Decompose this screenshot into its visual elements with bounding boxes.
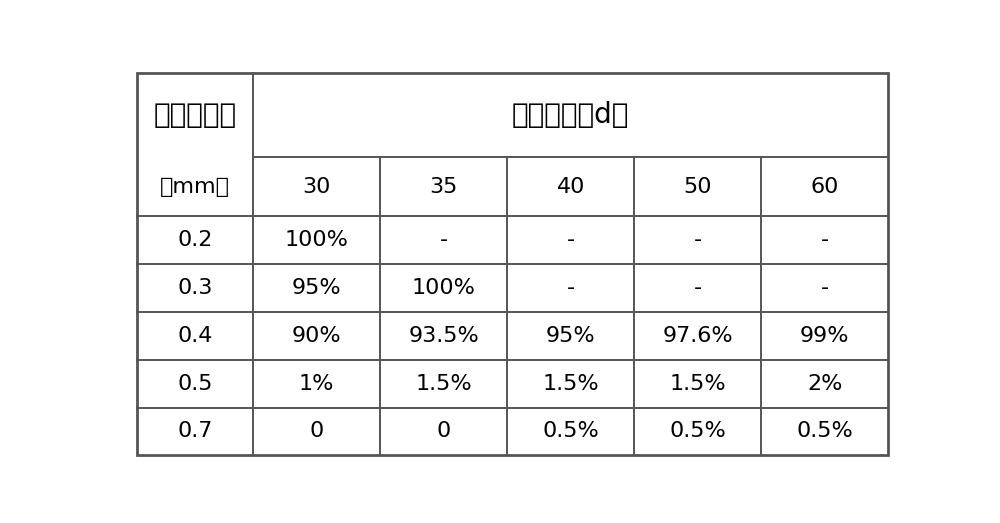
Text: 0.2: 0.2 [177, 230, 213, 250]
Text: 0.5%: 0.5% [796, 422, 853, 441]
Text: 40: 40 [557, 177, 585, 197]
Text: 0.4: 0.4 [177, 326, 213, 346]
Text: 1%: 1% [299, 373, 334, 394]
Text: -: - [694, 230, 702, 250]
Text: -: - [440, 230, 448, 250]
Text: 2%: 2% [807, 373, 843, 394]
Text: （mm）: （mm） [160, 177, 230, 197]
Text: 1.5%: 1.5% [542, 373, 599, 394]
Text: 93.5%: 93.5% [408, 326, 479, 346]
Text: 50: 50 [684, 177, 712, 197]
Text: -: - [821, 278, 829, 298]
Text: 100%: 100% [412, 278, 476, 298]
Text: 1.5%: 1.5% [415, 373, 472, 394]
Text: 1.5%: 1.5% [669, 373, 726, 394]
Text: 100%: 100% [285, 230, 349, 250]
Text: 0.5: 0.5 [177, 373, 213, 394]
Text: 假种皮厚度: 假种皮厚度 [153, 101, 236, 129]
Text: 0.5%: 0.5% [542, 422, 599, 441]
Text: -: - [694, 278, 702, 298]
Text: -: - [567, 230, 575, 250]
Text: 35: 35 [430, 177, 458, 197]
Text: 99%: 99% [800, 326, 850, 346]
Text: 0.7: 0.7 [177, 422, 213, 441]
Text: 60: 60 [811, 177, 839, 197]
Text: -: - [821, 230, 829, 250]
Text: 0.3: 0.3 [177, 278, 213, 298]
Text: 0: 0 [437, 422, 451, 441]
Text: 90%: 90% [292, 326, 341, 346]
Text: 0.5%: 0.5% [669, 422, 726, 441]
Text: 95%: 95% [546, 326, 596, 346]
Text: 0: 0 [310, 422, 324, 441]
Text: 播种时间（d）: 播种时间（d） [512, 101, 629, 129]
Text: 97.6%: 97.6% [662, 326, 733, 346]
Text: 95%: 95% [292, 278, 341, 298]
Text: -: - [567, 278, 575, 298]
Text: 30: 30 [302, 177, 331, 197]
